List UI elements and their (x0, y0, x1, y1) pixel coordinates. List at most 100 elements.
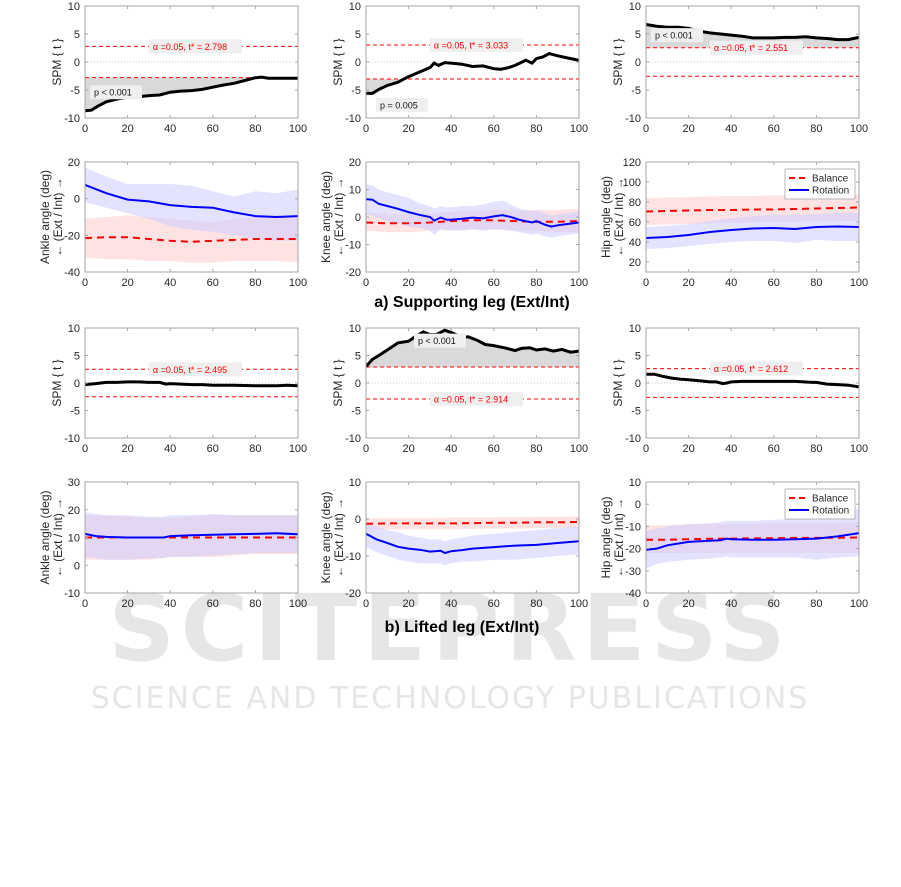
threshold-label-bg (148, 39, 242, 54)
plot-area (646, 6, 859, 118)
x-tick-label: 0 (363, 123, 369, 135)
y-axis-label: SPM { t } (331, 38, 345, 85)
y-tick-label: -10 (64, 588, 80, 600)
x-tick-label: 60 (207, 277, 219, 289)
x-tick-label: 40 (164, 277, 176, 289)
y-tick-label: 10 (349, 323, 361, 335)
x-tick-label: 100 (850, 443, 868, 455)
x-tick-label: 100 (289, 277, 307, 289)
watermark: SCITEPRESS SCIENCE AND TECHNOLOGY PUBLIC… (91, 575, 810, 716)
x-tick-label: 20 (121, 123, 133, 135)
x-tick-label: 100 (289, 598, 307, 610)
x-tick-label: 60 (207, 598, 219, 610)
p-value-label: p < 0.001 (655, 31, 693, 41)
x-tick-label: 20 (682, 443, 694, 455)
panel-b-hip-angle: 0 20 40 60 80 100 -40 -30 -20 -10 0 10 Hip angle (de… (599, 477, 868, 610)
threshold-label: α =0.05, t* = 2.914 (434, 395, 508, 405)
x-tick-label: 80 (810, 277, 822, 289)
y-tick-label: -10 (345, 551, 361, 563)
threshold-label-bg (709, 361, 803, 376)
x-tick-label: 60 (768, 123, 780, 135)
x-tick-label: 40 (164, 123, 176, 135)
y-tick-label: 0 (355, 514, 361, 526)
legend-balance-label: Balance (812, 174, 849, 185)
watermark-small: SCIENCE AND TECHNOLOGY PUBLICATIONS (91, 681, 810, 716)
y-axis-label: SPM { t } (50, 359, 64, 406)
x-tick-label: 100 (570, 598, 588, 610)
threshold-label: α =0.05, t* = 2.612 (714, 364, 788, 374)
y-tick-label: 5 (74, 351, 80, 363)
panel-b-ankle-spm: α =0.05, t* = 2.495 0 20 40 60 80 100 -10 -5 0 5 10… (50, 323, 307, 455)
p-value-label-bg (651, 28, 703, 43)
y-tick-label: 30 (68, 477, 80, 489)
x-tick-label: 40 (164, 443, 176, 455)
y-tick-label: 80 (629, 197, 641, 209)
line-rotation (85, 532, 298, 539)
threshold-label-bg (709, 40, 803, 55)
band-rotation (646, 213, 859, 249)
section-title-a: a) Supporting leg (Ext/Int) (374, 294, 570, 311)
x-tick-label: 100 (850, 598, 868, 610)
line-rotation (646, 532, 859, 551)
line-rotation (366, 532, 579, 555)
p-value-label: p < 0.001 (94, 88, 132, 98)
line-rotation (646, 225, 859, 239)
x-tick-label: 80 (249, 123, 261, 135)
spm-curve (646, 372, 859, 389)
y-tick-label: -30 (625, 566, 641, 578)
y-tick-label: 120 (623, 157, 641, 169)
legend-box (784, 168, 856, 200)
x-tick-label: 60 (207, 443, 219, 455)
plot-content (646, 194, 859, 249)
x-tick-label: 60 (768, 443, 780, 455)
line-rotation (366, 198, 579, 228)
x-tick-label: 20 (402, 598, 414, 610)
y-axis-sublabel: ← (Ext / Int) → (332, 177, 346, 256)
y-tick-label: 0 (355, 57, 361, 69)
x-tick-label: 40 (164, 598, 176, 610)
x-tick-label: 40 (725, 277, 737, 289)
y-axis-sublabel: ← (Ext / Int) → (332, 498, 346, 577)
y-axis-sublabel: ← (Ext / Int) → (612, 498, 626, 577)
y-tick-label: -10 (625, 433, 641, 445)
y-axis-label: Hip angle (deg) (599, 176, 613, 258)
y-tick-label: -5 (70, 406, 80, 418)
x-tick-label: 100 (570, 443, 588, 455)
x-tick-label: 0 (363, 277, 369, 289)
x-tick-label: 100 (289, 443, 307, 455)
y-tick-label: 0 (355, 378, 361, 390)
x-tick-label: 80 (530, 123, 542, 135)
y-tick-label: 0 (74, 560, 80, 572)
plot-area (85, 6, 298, 118)
x-tick-label: 100 (570, 123, 588, 135)
y-tick-label: -5 (351, 85, 361, 97)
y-axis-sublabel: ← (Ext / Int) → (51, 177, 65, 256)
x-tick-label: 0 (643, 277, 649, 289)
y-tick-label: -10 (64, 433, 80, 445)
x-tick-label: 0 (82, 277, 88, 289)
x-tick-label: 20 (121, 277, 133, 289)
y-tick-label: 10 (629, 477, 641, 489)
y-tick-label: -40 (625, 588, 641, 600)
legend-balance-label: Balance (812, 494, 849, 505)
x-tick-label: 0 (82, 443, 88, 455)
y-axis-label: Knee angle (deg) (319, 171, 333, 263)
x-tick-label: 100 (850, 277, 868, 289)
x-tick-label: 60 (488, 598, 500, 610)
x-tick-label: 60 (488, 443, 500, 455)
x-tick-label: 0 (363, 443, 369, 455)
threshold-label: α =0.05, t* = 2.798 (153, 42, 227, 52)
y-axis-label: SPM { t } (611, 359, 625, 406)
x-tick-label: 20 (682, 277, 694, 289)
y-tick-label: 0 (74, 378, 80, 390)
x-tick-label: 80 (810, 598, 822, 610)
band-rotation (646, 508, 859, 569)
y-tick-label: 10 (349, 185, 361, 197)
plot-content (366, 184, 579, 238)
section-title-b: b) Lifted leg (Ext/Int) (385, 619, 540, 636)
x-tick-label: 80 (530, 277, 542, 289)
x-tick-label: 40 (445, 598, 457, 610)
